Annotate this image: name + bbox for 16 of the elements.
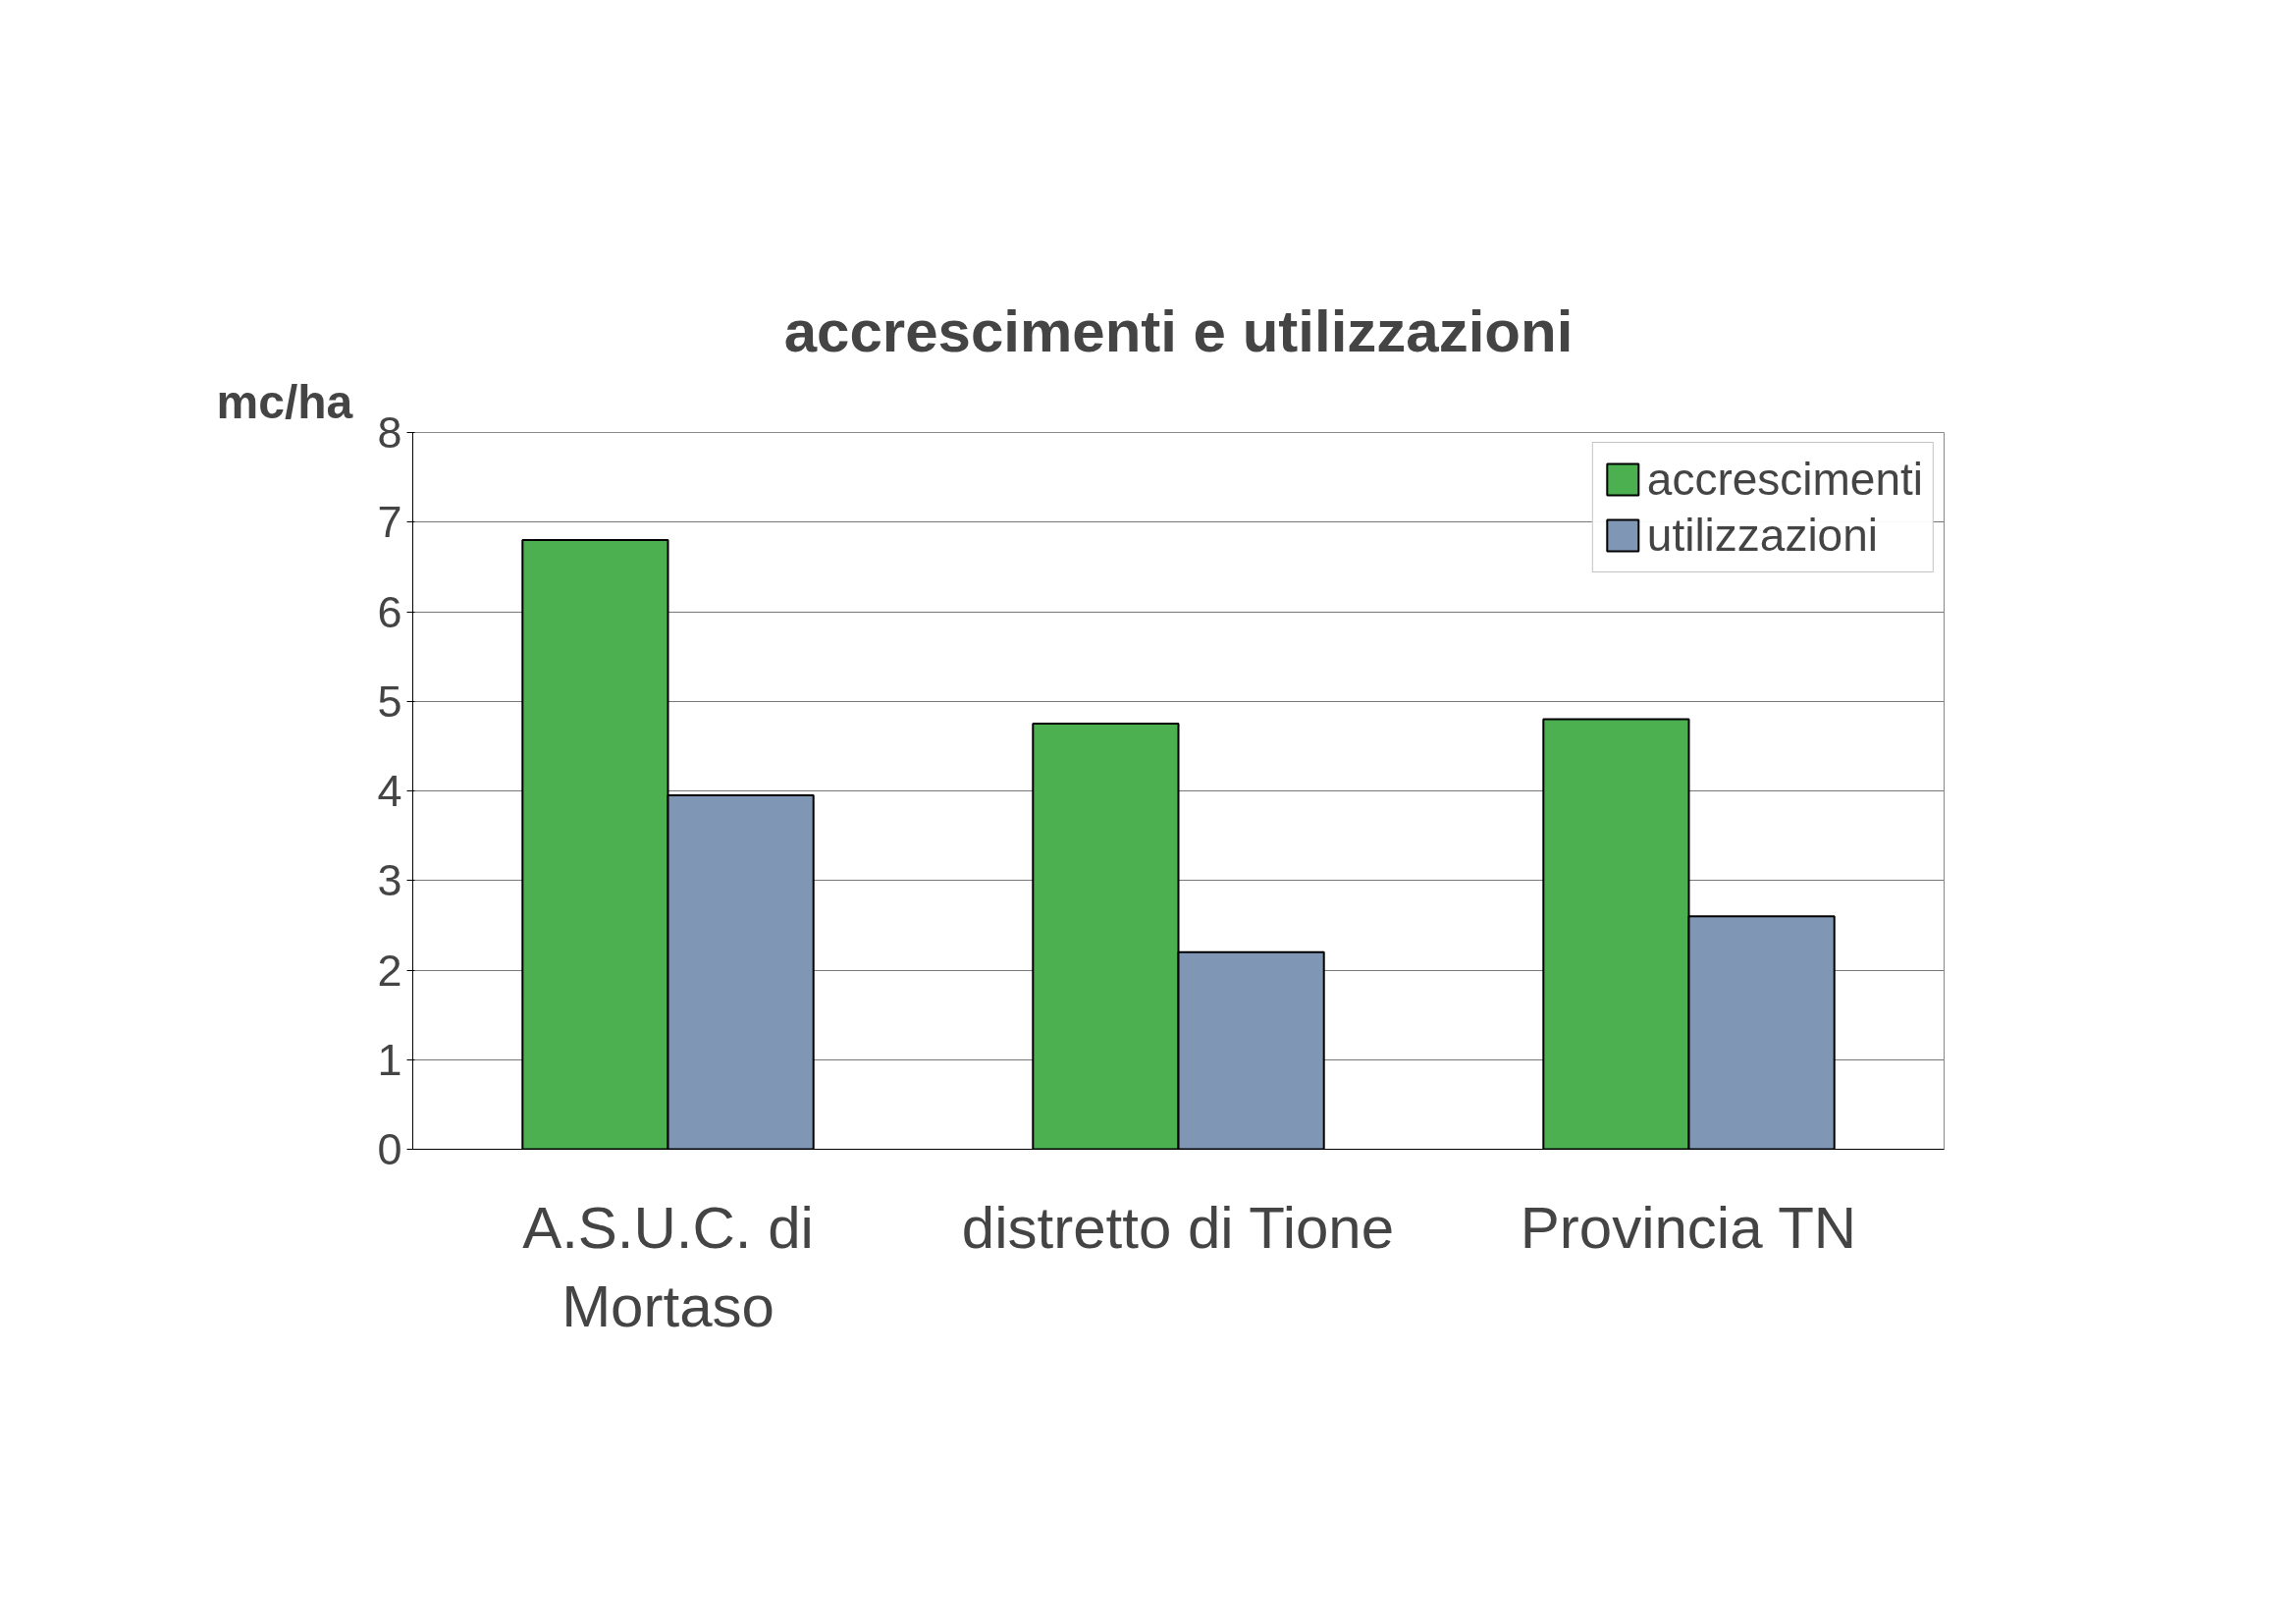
chart-title: accrescimenti e utilizzazioni [783, 298, 1574, 364]
y-axis-title: mc/ha [216, 375, 353, 428]
y-tick-label: 8 [377, 407, 402, 458]
y-tick-label: 5 [377, 676, 402, 727]
y-tick-label: 6 [377, 586, 402, 637]
y-tick-label: 7 [377, 497, 402, 548]
y-tick-label: 4 [377, 766, 402, 816]
legend-label: utilizzazioni [1646, 509, 1879, 562]
x-tick-label: A.S.U.C. di Mortaso [522, 1194, 814, 1339]
y-tick-label: 3 [377, 855, 402, 906]
y-tick-label: 2 [377, 945, 402, 996]
y-tick-label: 1 [377, 1034, 402, 1085]
x-tick-label: distretto di Tione [961, 1194, 1395, 1261]
legend-label: accrescimenti [1646, 453, 1923, 506]
x-tick-label: Provincia TN [1520, 1194, 1857, 1261]
y-tick-label: 0 [377, 1124, 402, 1174]
